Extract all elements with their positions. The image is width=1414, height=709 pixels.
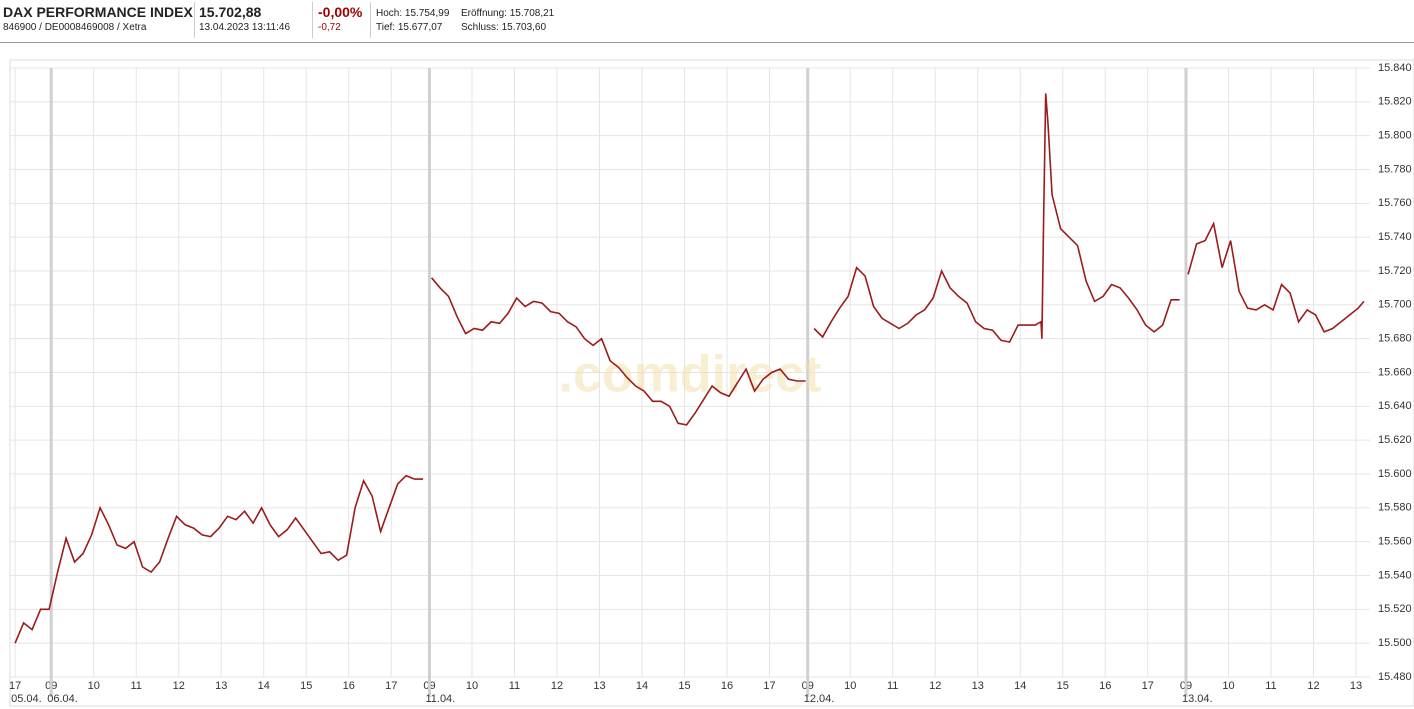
x-tick-label: 17 — [385, 680, 397, 692]
x-tick-label: 14 — [636, 680, 648, 692]
x-tick-label: 10 — [88, 680, 100, 692]
y-tick-label: 15.840 — [1378, 62, 1412, 74]
y-tick-label: 15.640 — [1378, 400, 1412, 412]
date-label: 06.04. — [47, 693, 78, 705]
y-tick-label: 15.600 — [1378, 468, 1412, 480]
x-tick-label: 11 — [1265, 680, 1276, 692]
y-tick-label: 15.820 — [1378, 96, 1412, 108]
timestamp: 13.04.2023 13:11:46 — [199, 22, 291, 33]
y-tick-label: 15.800 — [1378, 130, 1412, 142]
x-tick-label: 14 — [258, 680, 270, 692]
x-tick-label: 13 — [593, 680, 605, 692]
high: Hoch: 15.754,99 — [376, 8, 450, 19]
x-tick-label: 16 — [1099, 680, 1111, 692]
date-label: 13.04. — [1182, 693, 1213, 705]
title: DAX PERFORMANCE INDEX — [3, 4, 193, 20]
y-tick-label: 15.740 — [1378, 231, 1412, 243]
x-tick-label: 17 — [763, 680, 775, 692]
x-tick-label: 12 — [929, 680, 941, 692]
y-tick-label: 15.480 — [1378, 671, 1412, 683]
y-tick-label: 15.720 — [1378, 265, 1412, 277]
x-tick-label: 16 — [721, 680, 733, 692]
close: Schluss: 15.703,60 — [461, 22, 547, 33]
change-absolute: -0,72 — [318, 22, 341, 33]
y-tick-label: 15.560 — [1378, 536, 1412, 548]
x-tick-label: 10 — [1222, 680, 1234, 692]
date-label: 11.04. — [425, 693, 455, 705]
x-tick-label: 14 — [1014, 680, 1026, 692]
y-tick-label: 15.580 — [1378, 502, 1412, 514]
x-tick-label: 10 — [844, 680, 856, 692]
x-tick-label: 11 — [509, 680, 520, 692]
price: 15.702,88 — [199, 4, 262, 20]
open: Eröffnung: 15.708,21 — [461, 8, 555, 19]
x-tick-label: 10 — [466, 680, 478, 692]
x-tick-label: 12 — [173, 680, 185, 692]
y-tick-label: 15.520 — [1378, 603, 1412, 615]
y-tick-label: 15.500 — [1378, 637, 1412, 649]
x-tick-label: 11 — [131, 680, 142, 692]
y-tick-label: 15.540 — [1378, 569, 1412, 581]
header: DAX PERFORMANCE INDEX 846900 / DE0008469… — [0, 0, 1414, 43]
plot-frame — [9, 59, 1414, 707]
x-tick-label: 12 — [1307, 680, 1319, 692]
y-tick-label: 15.660 — [1378, 366, 1412, 378]
x-tick-label: 11 — [887, 680, 898, 692]
identifier: 846900 / DE0008469008 / Xetra — [3, 22, 147, 33]
y-tick-label: 15.620 — [1378, 434, 1412, 446]
y-tick-label: 15.760 — [1378, 197, 1412, 209]
x-tick-label: 17 — [9, 680, 21, 692]
price-line — [14, 93, 1365, 644]
x-tick-label: 15 — [1057, 680, 1069, 692]
y-tick-label: 15.780 — [1378, 163, 1412, 175]
x-tick-label: 13 — [215, 680, 227, 692]
x-tick-label: 15 — [678, 680, 690, 692]
x-tick-label: 13 — [972, 680, 984, 692]
x-tick-label: 15 — [300, 680, 312, 692]
x-tick-label: 12 — [551, 680, 563, 692]
watermark: .comdirect — [559, 346, 822, 404]
date-label: 12.04. — [804, 693, 835, 705]
y-tick-label: 15.700 — [1378, 299, 1412, 311]
low: Tief: 15.677,07 — [376, 22, 443, 33]
date-label: 05.04. — [11, 693, 42, 705]
x-tick-label: 17 — [1142, 680, 1154, 692]
y-tick-label: 15.680 — [1378, 333, 1412, 345]
x-tick-label: 16 — [343, 680, 355, 692]
change-percent: -0,00% — [318, 4, 363, 20]
x-tick-label: 13 — [1350, 680, 1362, 692]
